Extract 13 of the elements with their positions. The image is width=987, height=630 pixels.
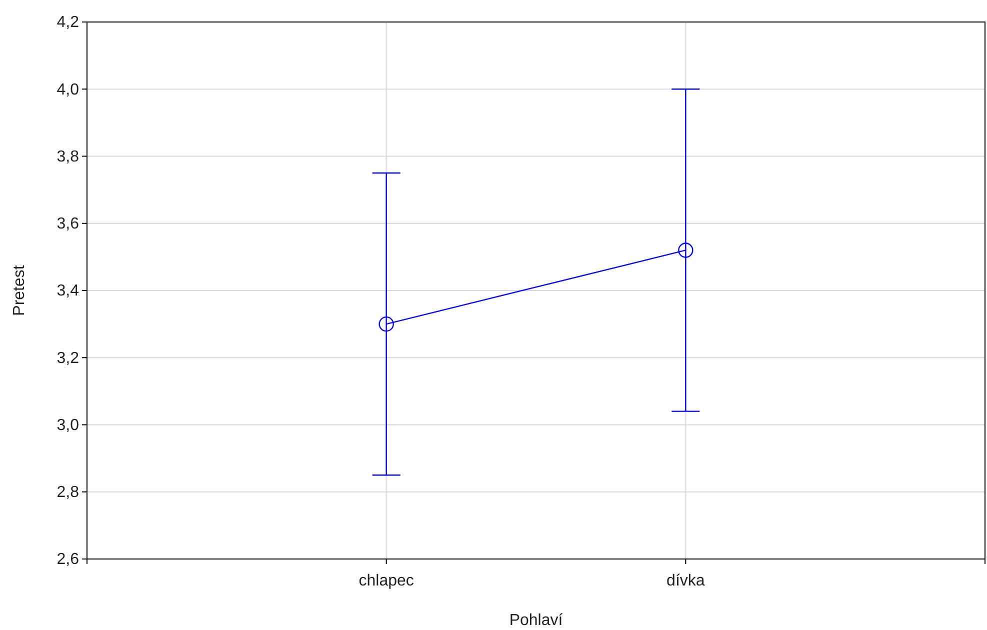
y-tick-label: 4,0	[56, 81, 80, 98]
y-tick-label: 4,2	[56, 14, 80, 32]
y-tick-label: 2,6	[56, 551, 80, 568]
x-tick-label: chlapec	[358, 572, 414, 590]
y-axis-title: Pretest	[11, 264, 28, 316]
y-tick-label: 3,4	[56, 282, 80, 300]
y-tick-label: 2,8	[56, 484, 80, 501]
y-tick-label: 3,2	[56, 350, 80, 367]
x-axis-title: Pohlaví	[509, 612, 564, 629]
y-tick-label: 3,6	[56, 215, 80, 232]
y-tick-label: 3,0	[56, 416, 80, 434]
x-tick-label: dívka	[666, 572, 705, 590]
y-tick-label: 3,8	[56, 148, 80, 166]
